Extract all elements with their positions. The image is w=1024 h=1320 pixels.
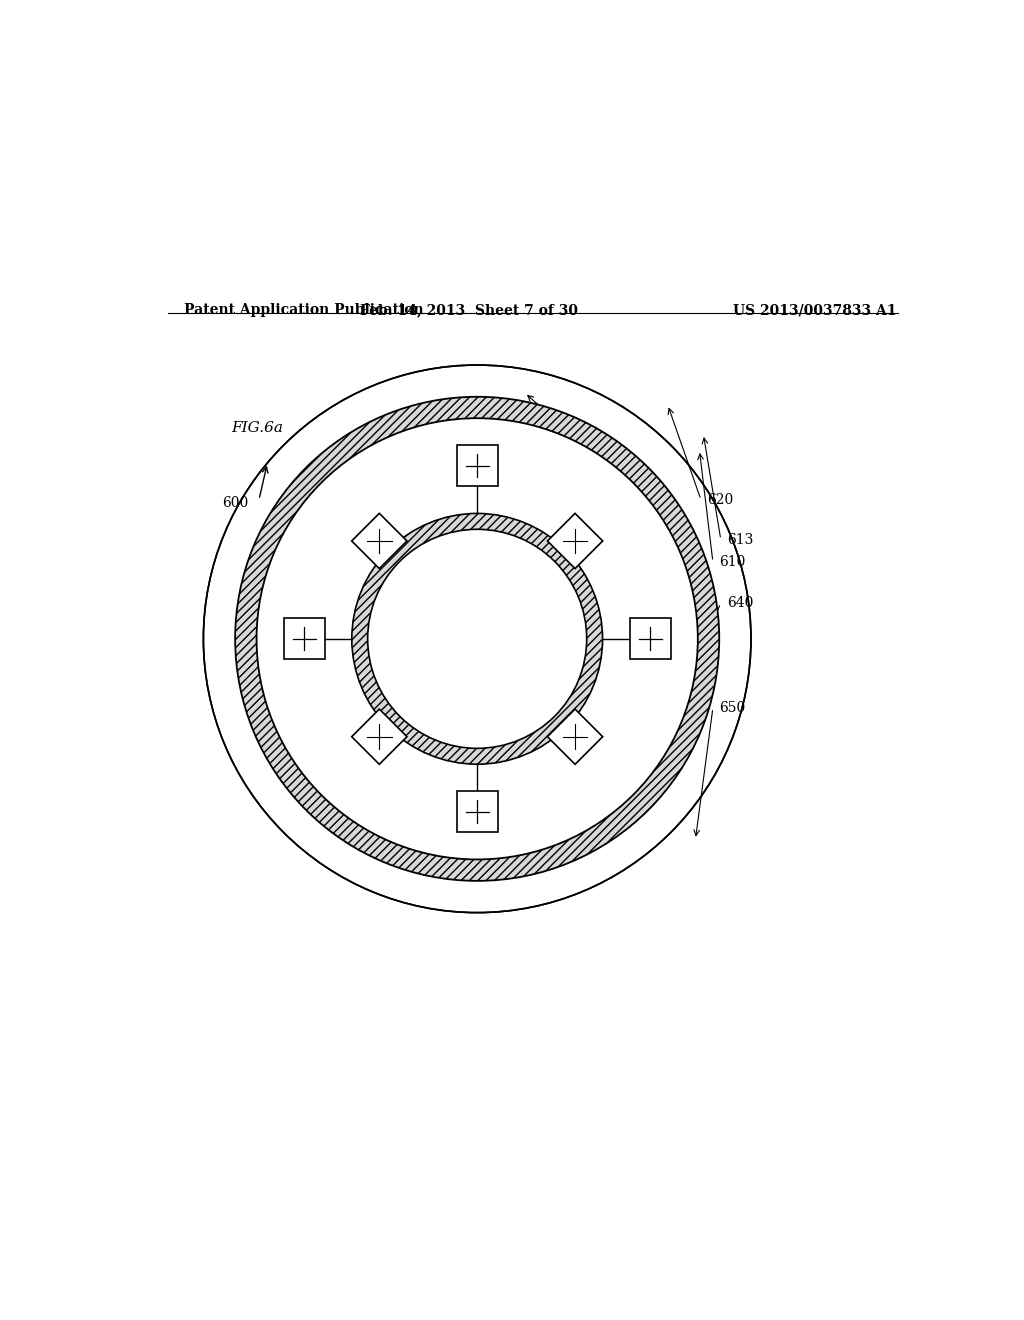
- Polygon shape: [548, 709, 603, 764]
- Circle shape: [236, 397, 719, 880]
- Text: 620: 620: [708, 492, 733, 507]
- Text: Feb. 14, 2013  Sheet 7 of 30: Feb. 14, 2013 Sheet 7 of 30: [360, 304, 579, 317]
- Text: 613: 613: [727, 533, 754, 546]
- Text: 600: 600: [221, 496, 248, 510]
- Polygon shape: [548, 513, 603, 569]
- Circle shape: [352, 513, 602, 764]
- Circle shape: [204, 366, 751, 912]
- Polygon shape: [351, 709, 407, 764]
- Bar: [630, 618, 671, 660]
- Polygon shape: [351, 513, 407, 569]
- Bar: [457, 791, 498, 833]
- Text: Patent Application Publication: Patent Application Publication: [183, 304, 423, 317]
- Bar: [284, 618, 325, 660]
- Text: US 2013/0037833 A1: US 2013/0037833 A1: [733, 304, 896, 317]
- Text: 610: 610: [719, 554, 745, 569]
- Circle shape: [236, 397, 719, 880]
- Text: 630: 630: [620, 465, 646, 479]
- Circle shape: [368, 529, 587, 748]
- Text: 640: 640: [727, 597, 754, 610]
- Text: 650: 650: [719, 701, 745, 715]
- Text: FIG.6a: FIG.6a: [231, 421, 284, 434]
- Circle shape: [257, 418, 697, 859]
- Bar: [457, 445, 498, 487]
